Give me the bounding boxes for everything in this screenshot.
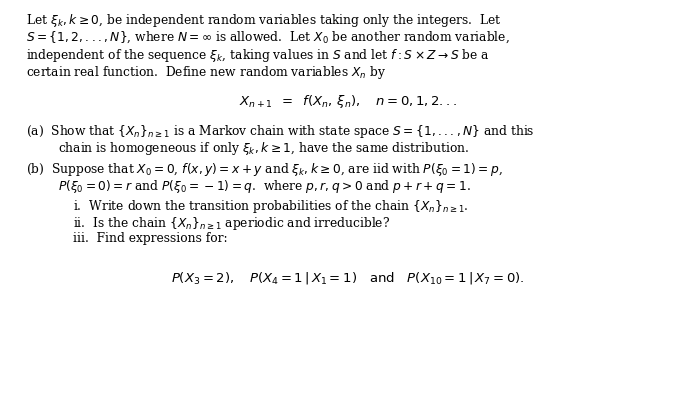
Text: (b)  Suppose that $X_0 = 0$, $f(x, y) = x+y$ and $\xi_k, k \geq 0$, are iid with: (b) Suppose that $X_0 = 0$, $f(x, y) = x… (26, 161, 503, 178)
Text: $X_{n+1} \;\;=\;\; f(X_n,\, \xi_n), \quad n = 0, 1, 2...$: $X_{n+1} \;\;=\;\; f(X_n,\, \xi_n), \qua… (239, 93, 457, 110)
Text: $S = \{1, 2, ..., N\}$, where $N = \infty$ is allowed.  Let $X_0$ be another ran: $S = \{1, 2, ..., N\}$, where $N = \inft… (26, 30, 510, 45)
Text: iii.  Find expressions for:: iii. Find expressions for: (73, 232, 228, 246)
Text: chain is homogeneous if only $\xi_k, k \geq 1$, have the same distribution.: chain is homogeneous if only $\xi_k, k \… (58, 140, 469, 157)
Text: (a)  Show that $\{X_n\}_{n \geq 1}$ is a Markov chain with state space $S = \{1,: (a) Show that $\{X_n\}_{n \geq 1}$ is a … (26, 123, 535, 140)
Text: certain real function.  Define new random variables $X_n$ by: certain real function. Define new random… (26, 64, 387, 81)
Text: i.  Write down the transition probabilities of the chain $\{X_n\}_{n \geq 1}$.: i. Write down the transition probabiliti… (73, 198, 468, 215)
Text: ii.  Is the chain $\{X_n\}_{n \geq 1}$ aperiodic and irreducible?: ii. Is the chain $\{X_n\}_{n \geq 1}$ ap… (73, 215, 390, 232)
Text: Let $\xi_k, k \geq 0$, be independent random variables taking only the integers.: Let $\xi_k, k \geq 0$, be independent ra… (26, 12, 502, 29)
Text: $P(X_3 = 2), \quad P(X_4 = 1\,|\,X_1 = 1) \quad \text{and} \quad P(X_{10} = 1\,|: $P(X_3 = 2), \quad P(X_4 = 1\,|\,X_1 = 1… (171, 270, 525, 286)
Text: independent of the sequence $\xi_k$, taking values in $S$ and let $f : S \times : independent of the sequence $\xi_k$, tak… (26, 47, 490, 64)
Text: $P(\xi_0 = 0) = r$ and $P(\xi_0 = -1) = q$.  where $p, r, q > 0$ and $p + r + q : $P(\xi_0 = 0) = r$ and $P(\xi_0 = -1) = … (58, 178, 470, 195)
